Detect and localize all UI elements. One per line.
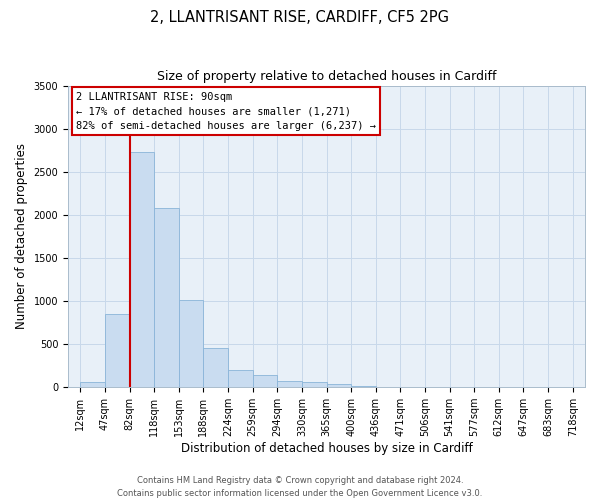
X-axis label: Distribution of detached houses by size in Cardiff: Distribution of detached houses by size … <box>181 442 472 455</box>
Bar <box>80 382 105 387</box>
Bar <box>277 381 302 387</box>
Bar <box>228 370 253 387</box>
Title: Size of property relative to detached houses in Cardiff: Size of property relative to detached ho… <box>157 70 496 83</box>
Text: Contains HM Land Registry data © Crown copyright and database right 2024.
Contai: Contains HM Land Registry data © Crown c… <box>118 476 482 498</box>
Y-axis label: Number of detached properties: Number of detached properties <box>15 144 28 330</box>
Bar <box>326 384 351 387</box>
Bar <box>179 300 203 387</box>
Bar <box>351 386 376 387</box>
Bar <box>154 208 179 387</box>
Bar <box>253 374 277 387</box>
Bar <box>302 382 326 387</box>
Bar <box>130 152 154 387</box>
Bar <box>105 314 130 387</box>
Text: 2, LLANTRISANT RISE, CARDIFF, CF5 2PG: 2, LLANTRISANT RISE, CARDIFF, CF5 2PG <box>151 10 449 25</box>
Text: 2 LLANTRISANT RISE: 90sqm
← 17% of detached houses are smaller (1,271)
82% of se: 2 LLANTRISANT RISE: 90sqm ← 17% of detac… <box>76 92 376 131</box>
Bar <box>203 348 228 387</box>
